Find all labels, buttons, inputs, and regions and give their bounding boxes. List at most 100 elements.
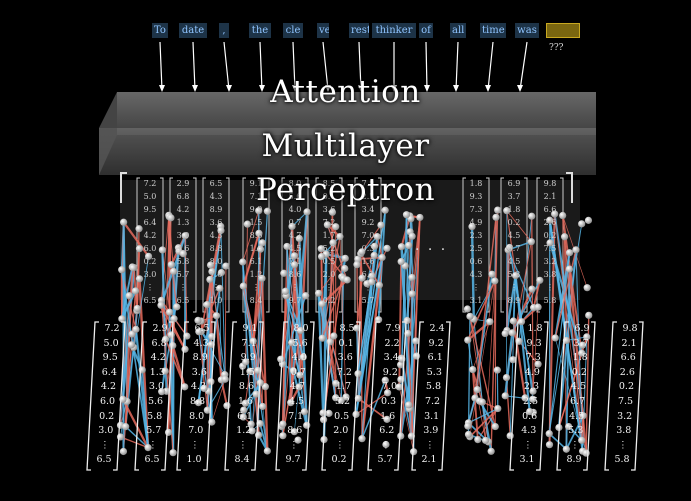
connection-line [198,331,213,423]
neuron [167,331,175,339]
back-vector-value: 6.8 [176,192,190,201]
neuron [545,441,554,449]
back-vector-1: 2.9 6.8 4.2 1.3 3.0 5.6 5.8 5.7 ⋮ 6.5 [170,179,196,313]
neuron [294,436,302,444]
front-vector-value: 6.8 [151,337,167,349]
neuron [169,267,178,276]
token-8: of [419,23,433,38]
neuron [295,383,303,391]
neuron [466,312,474,320]
back-vector-value: 9.7 [288,296,302,305]
front-vector-value: 6.5 [96,454,112,466]
front-vector-value: 4.2 [150,352,166,364]
connection-line [565,415,585,450]
back-vector-value: 8.9 [507,296,521,305]
neuron [158,246,166,254]
back-vector-value: 3.4 [361,205,375,214]
back-vector-value: 7.9 [361,179,375,188]
neuron [295,234,303,243]
back-vector-value: 2.2 [361,192,375,201]
arrow-head [192,85,198,92]
neuron [354,370,362,378]
front-vector-value: 2.2 [384,337,400,349]
neuron [208,267,216,276]
neuron [464,430,473,439]
connection-line [206,230,222,305]
token-arrows [159,41,528,92]
back-vector-value: 5.8 [543,296,557,305]
arrow-head [485,85,491,92]
neuron [195,328,203,336]
back-vector-value: 2.3 [469,231,483,240]
back-vector-value: 8.6 [249,231,263,240]
front-vector-value: 0.2 [331,454,347,466]
neuron [303,208,311,216]
neuron [378,253,386,262]
connection-line [215,315,223,380]
connection-line [469,407,499,438]
back-vector-value: 9.1 [249,179,263,188]
front-vector-value: 2.1 [621,337,637,349]
front-vector-value: 5.3 [426,366,442,378]
front-vector-value: 5.8 [147,410,163,422]
connection-line [357,256,383,261]
token-12 [546,23,580,38]
arrow-head [358,85,364,92]
front-vector-value: 2.3 [523,381,539,393]
front-vector-9: 6.9 3.7 1.8 0.2 4.5 6.7 4.5 5.3 ⋮ 8.9 [560,323,592,471]
connection-line [329,212,334,342]
neuron [546,239,554,247]
back-vector-value: ⋮ [291,283,299,292]
neuron [509,356,517,364]
back-vector-value: 4.0 [288,205,302,214]
arrow-head [159,85,165,92]
neuron [473,386,481,394]
back-vector-value: 0.2 [322,296,336,305]
connection-line [211,379,226,423]
neuron [508,329,516,337]
back-vector-value: ⋮ [546,283,554,292]
back-vector-value: 3.7 [507,192,521,201]
connection-line [411,293,415,452]
connection-line [554,213,583,441]
back-vector-value: 5.7 [176,270,190,279]
front-vector-value: 8.5 [339,323,355,334]
front-vector-value: ⋮ [425,439,435,451]
neuron [534,360,542,368]
front-vector-value: ⋮ [570,439,580,451]
connection-line [197,230,222,403]
arrow-line [259,41,263,91]
mlp-label-line1: Multilayer [261,128,430,164]
neuron [135,275,144,283]
back-vector-bracket [281,177,309,313]
connection-line [281,291,287,425]
neuron [330,332,338,340]
neuron [358,248,366,256]
connection-line [332,242,335,336]
connection-line [260,278,269,452]
neuron [318,300,326,308]
front-vector-bracket [275,321,315,471]
front-vector-value: 0.2 [99,410,115,422]
neuron [358,274,366,282]
front-vector-bracket [509,321,549,471]
neuron [125,292,133,300]
neuron [162,335,170,343]
front-vector-value: 6.4 [101,366,117,378]
back-vector-value: 3.6 [322,205,336,214]
front-vector-value: 1.8 [572,352,588,364]
connection-line [281,226,294,436]
neuron [118,266,126,274]
neuron [529,395,537,403]
front-vector-value: 7.5 [617,396,634,407]
neuron [329,239,337,247]
neuron [486,318,494,326]
front-vector-value: 6.5 [144,454,160,466]
neuron [332,223,340,231]
neuron [382,440,390,449]
connection-line [281,295,307,365]
front-vector-value: 4.2 [100,381,116,393]
neuron [503,207,511,215]
neuron [551,334,559,342]
neuron [216,284,224,292]
